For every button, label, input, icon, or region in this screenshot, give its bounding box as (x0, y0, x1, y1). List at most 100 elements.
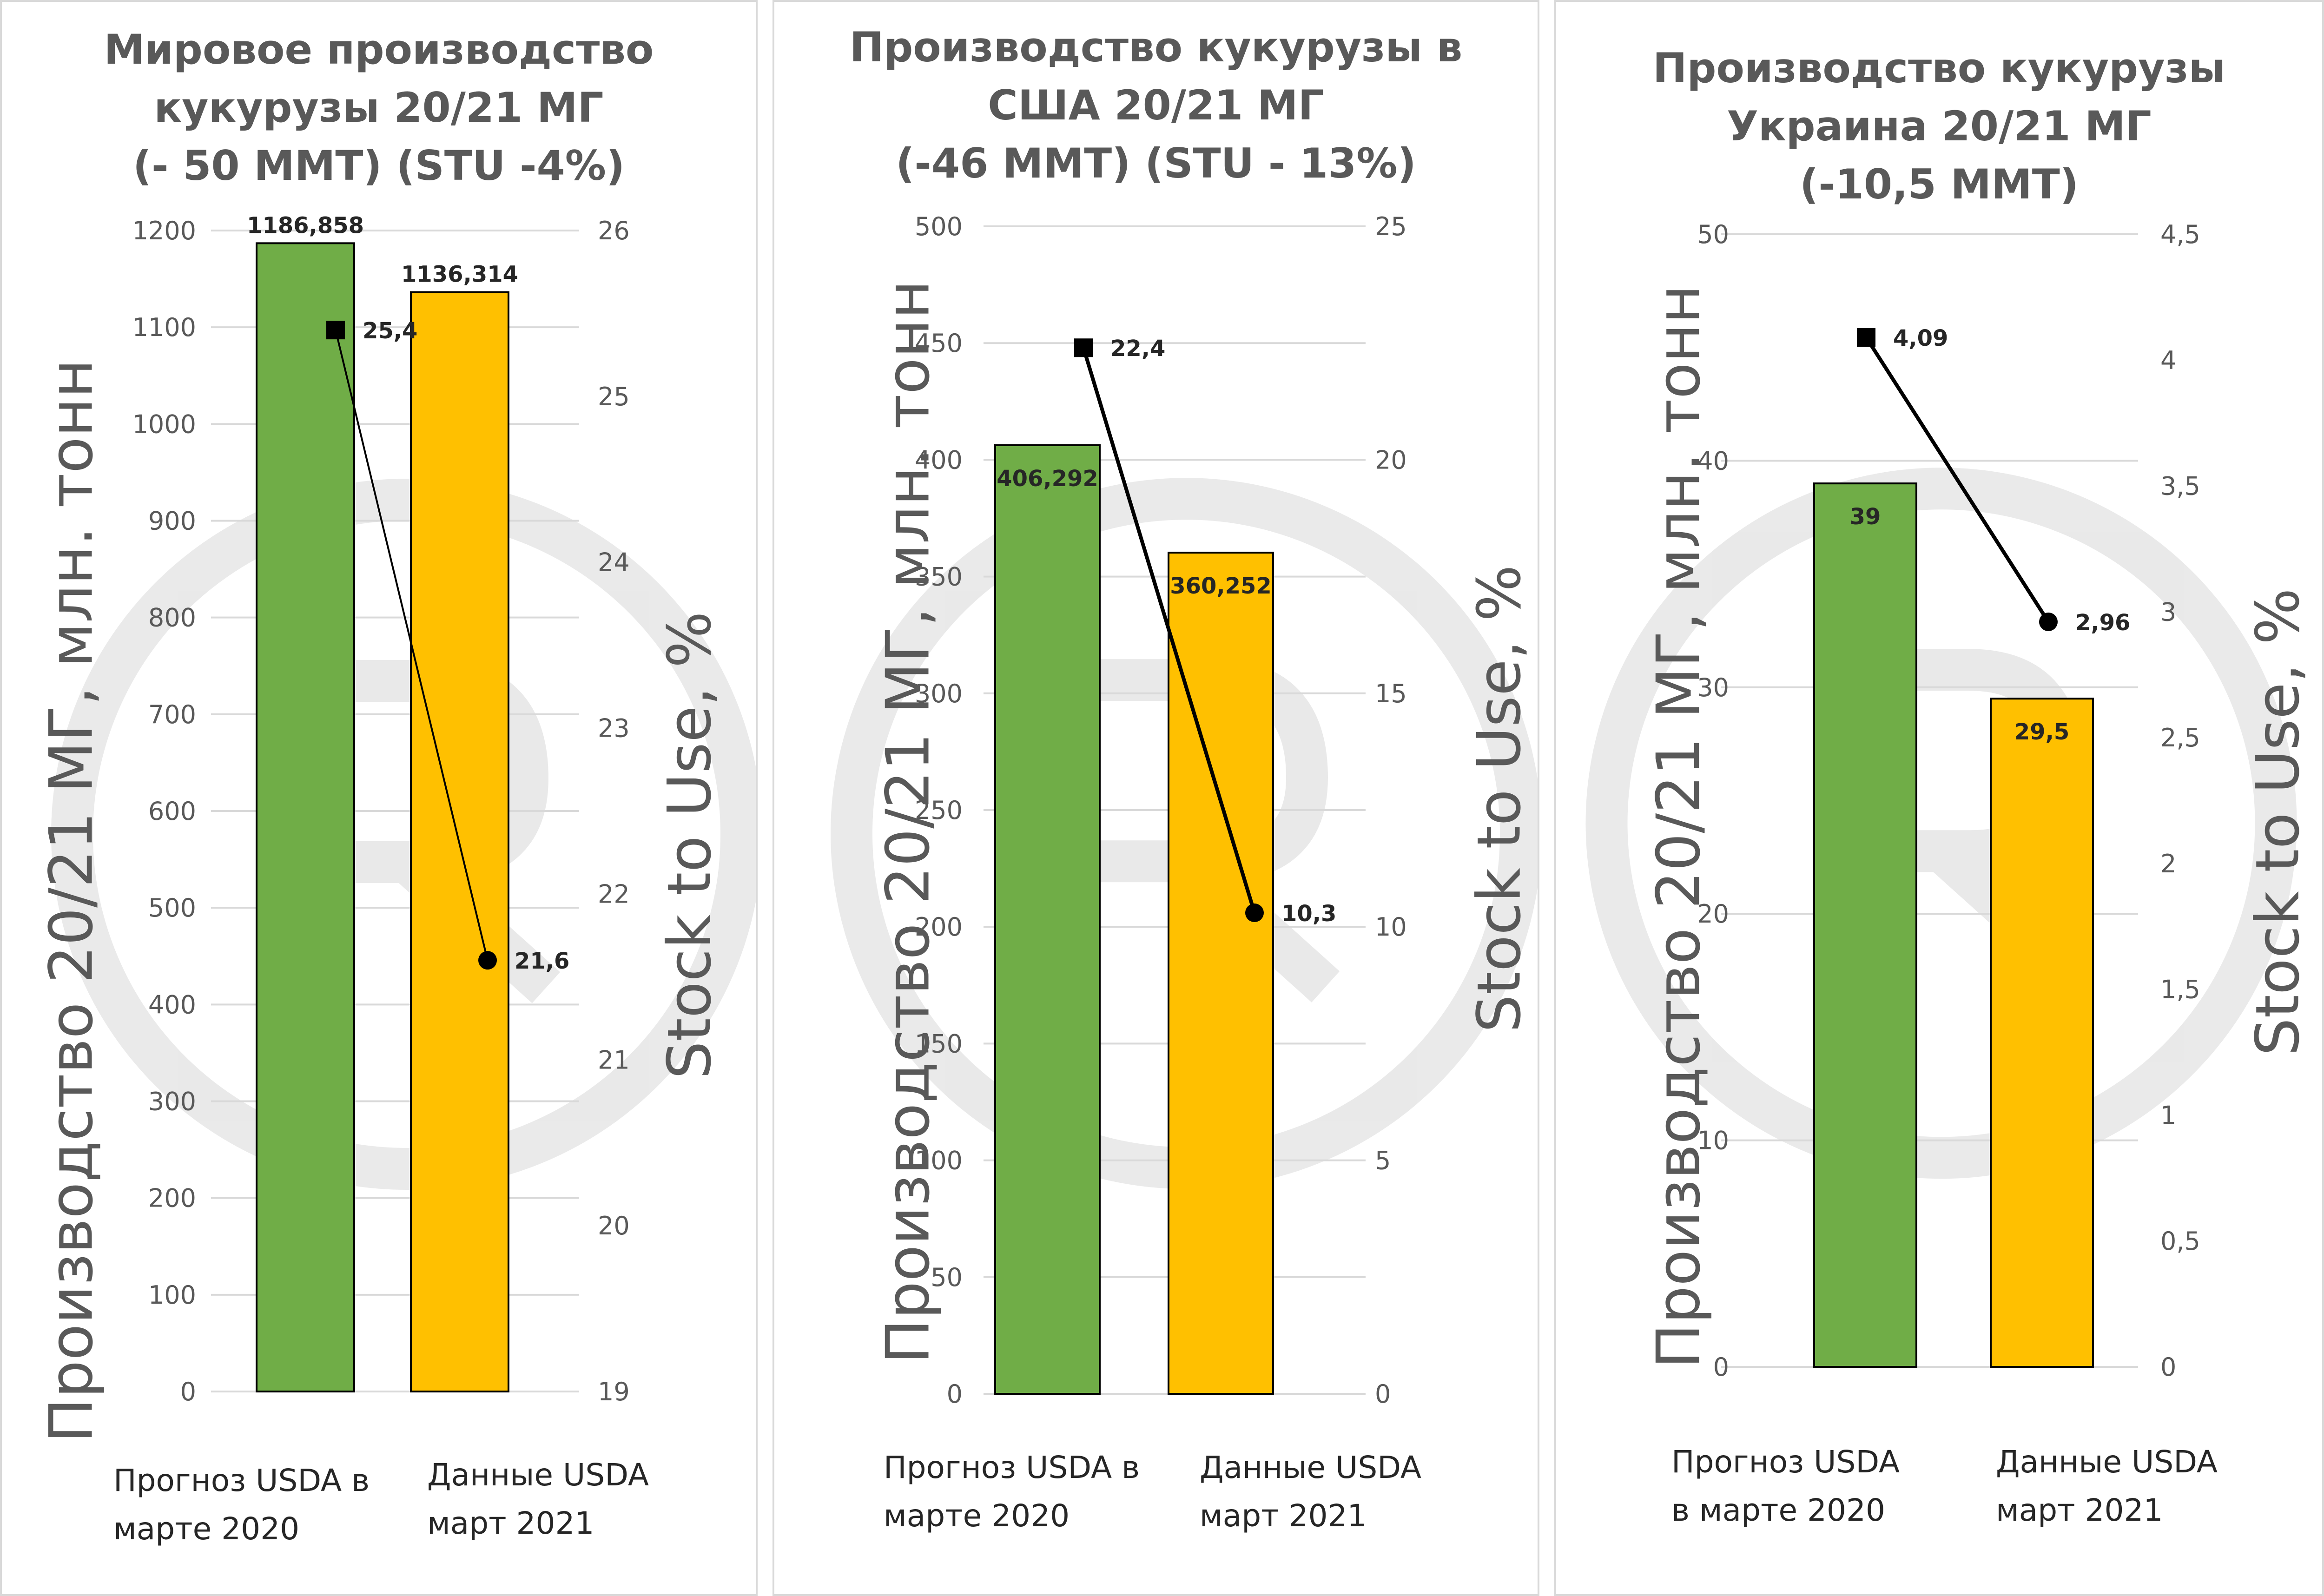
y2-tick-label: 2,5 (2160, 723, 2200, 752)
bar-value-label: 39 (1850, 504, 1881, 530)
y2-tick-label: 26 (598, 216, 630, 245)
bar (1990, 698, 2094, 1368)
y-tick-label: 900 (148, 507, 196, 536)
y-tick-label: 400 (148, 990, 196, 1019)
category-label: Прогноз USDA в марте 2020 (1671, 1444, 1900, 1528)
y-axis-label: Производство 20/21 МГ, млн. тонн (873, 280, 943, 1364)
y-tick-label: 50 (1697, 220, 1729, 249)
y2-tick-label: 20 (1375, 445, 1407, 475)
chart-panel-ukraine: 0 10 20 30 40 50 0 0,5 1 1,5 2 2,5 3 3,5 4 4,5 39 29,5 4,0… (1554, 0, 2324, 1596)
y-tick-label: 0 (947, 1379, 963, 1409)
y2-tick-label: 20 (598, 1211, 630, 1240)
y2-tick-label: 2 (2160, 849, 2176, 878)
y-tick-label: 50 (931, 1263, 963, 1292)
chart-title: Производство кукурузы Украина 20/21 МГ (… (1652, 44, 2226, 208)
stu-point (326, 321, 345, 340)
y-tick-label: 100 (148, 1280, 196, 1310)
y-tick-label: 500 (148, 893, 196, 923)
y-tick-label: 350 (915, 562, 963, 592)
y-tick-label: 1100 (132, 313, 196, 342)
bar-value-label: 1186,858 (247, 212, 364, 238)
y2-tick-label: 0 (1375, 1379, 1391, 1409)
bar-value-label: 406,292 (997, 466, 1098, 492)
y2-tick-label: 21 (598, 1045, 630, 1075)
chart-svg-world: 0 100 200 300 400 500 600 700 800 900 1000 1100 1200… (51, 212, 756, 1406)
y-tick-label: 40 (1697, 446, 1729, 475)
y2-tick-label: 1 (2160, 1101, 2176, 1130)
y-axis-label: Производство 20/21 МГ, млн. тонн (37, 359, 106, 1443)
category-label: Прогноз USDA в марте 2020 (884, 1450, 1140, 1534)
stu-point (1245, 904, 1264, 923)
y-tick-label: 100 (915, 1146, 963, 1175)
stu-value-label: 22,4 (1110, 336, 1165, 362)
y-tick-label: 150 (915, 1029, 963, 1058)
bar-value-label: 1136,314 (401, 262, 518, 288)
y-tick-label: 800 (148, 603, 196, 633)
y2-axis-label: Stock to Use, % (2243, 588, 2313, 1056)
y2-tick-label: 1,5 (2160, 975, 2200, 1004)
y2-axis-label: Stock to Use, % (655, 611, 725, 1079)
bar-value-label: 360,252 (1170, 573, 1272, 599)
category-label: Прогноз USDA в марте 2020 (113, 1463, 370, 1547)
y-tick-label: 400 (915, 445, 963, 475)
stu-value-label: 4,09 (1893, 325, 1948, 351)
registered-mark-icon (51, 479, 756, 1190)
stu-value-label: 10,3 (1281, 901, 1336, 927)
bar (1168, 552, 1274, 1395)
stu-line (1082, 347, 1256, 914)
chart-panel-usa: 0 50 100 150 200 250 300 350 400 450 500 0 5 10 15 20 25… (772, 0, 1539, 1596)
bar (1813, 482, 1917, 1368)
y2-tick-label: 3,5 (2160, 472, 2200, 501)
y2-tick-label: 22 (598, 879, 630, 909)
y-tick-label: 200 (915, 912, 963, 942)
category-label: Данные USDA март 2021 (1996, 1444, 2218, 1528)
y-tick-label: 200 (148, 1184, 196, 1213)
y2-tick-label: 0 (2160, 1352, 2176, 1382)
stu-point (478, 951, 497, 970)
y-tick-label: 500 (915, 212, 963, 241)
y2-tick-label: 25 (1375, 212, 1407, 241)
y2-tick-label: 23 (598, 714, 630, 743)
stu-value-label: 25,4 (363, 318, 417, 344)
y-tick-label: 20 (1697, 899, 1729, 929)
stu-point (1074, 338, 1093, 357)
y-tick-label: 0 (1713, 1352, 1729, 1382)
y-tick-label: 300 (148, 1087, 196, 1116)
y-tick-label: 1000 (132, 409, 196, 439)
y2-axis-label: Stock to Use, % (1465, 565, 1534, 1033)
bar (256, 242, 355, 1393)
y2-tick-label: 5 (1375, 1146, 1391, 1175)
y2-tick-label: 0,5 (2160, 1227, 2200, 1256)
chart-title: Производство кукурузы в США 20/21 МГ (-4… (849, 23, 1463, 187)
y2-tick-label: 4,5 (2160, 220, 2200, 249)
y-tick-label: 450 (915, 329, 963, 358)
chart-title: Мировое производство кукурузы 20/21 МГ (… (104, 26, 654, 190)
y2-tick-label: 24 (598, 548, 630, 577)
y-tick-label: 10 (1697, 1126, 1729, 1155)
stu-point (1857, 328, 1875, 347)
y2-tick-label: 3 (2160, 597, 2176, 627)
category-label: Данные USDA март 2021 (1200, 1450, 1422, 1534)
y-tick-label: 700 (148, 700, 196, 729)
stu-point (2039, 612, 2058, 631)
y-tick-label: 30 (1697, 673, 1729, 702)
bar (994, 444, 1101, 1395)
y-tick-label: 0 (180, 1377, 196, 1406)
stu-value-label: 21,6 (515, 948, 569, 974)
y2-tick-label: 15 (1375, 679, 1407, 708)
chart-svg-usa: 0 50 100 150 200 250 300 350 400 450 500 0 5 10 15 20 25… (831, 212, 1538, 1409)
y-tick-label: 600 (148, 797, 196, 826)
y2-tick-label: 10 (1375, 912, 1407, 942)
y-tick-label: 250 (915, 796, 963, 825)
stu-line (335, 330, 489, 961)
y2-tick-label: 19 (598, 1377, 630, 1406)
y-axis-label: Производство 20/21 МГ, млн. тонн (1644, 284, 1714, 1369)
y2-tick-label: 25 (598, 382, 630, 411)
y-tick-label: 300 (915, 679, 963, 708)
category-label: Данные USDA март 2021 (427, 1457, 649, 1541)
stu-value-label: 2,96 (2075, 610, 2130, 636)
chart-svg-ukraine: 0 10 20 30 40 50 0 0,5 1 1,5 2 2,5 3 3,5 4 4,5 39 29,5 4,0… (1585, 220, 2297, 1382)
stu-line (1864, 336, 2050, 623)
bar-value-label: 29,5 (2014, 719, 2069, 745)
y-tick-label: 1200 (132, 216, 196, 245)
